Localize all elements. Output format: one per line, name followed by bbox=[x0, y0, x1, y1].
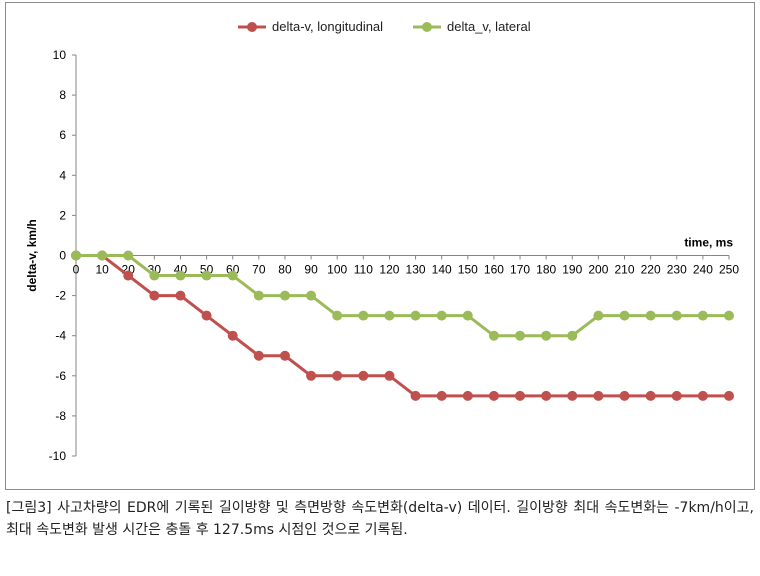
data-point bbox=[436, 390, 447, 401]
data-point bbox=[671, 390, 682, 401]
data-point bbox=[332, 310, 343, 321]
data-point bbox=[593, 310, 604, 321]
data-point bbox=[332, 370, 343, 381]
data-point bbox=[462, 390, 473, 401]
x-tick-label: 80 bbox=[278, 263, 292, 277]
y-tick-label: 4 bbox=[59, 168, 66, 182]
x-tick-label: 120 bbox=[379, 263, 399, 277]
data-point bbox=[541, 390, 552, 401]
data-point bbox=[619, 390, 630, 401]
y-axis: 10 8 6 4 2 0 -2 -4 -6 -8 -10 delta-v, km/h bbox=[25, 48, 77, 463]
figure-caption: [그림3] 사고차량의 EDR에 기록된 길이방향 및 측면방향 속도변화(de… bbox=[6, 500, 754, 538]
data-point bbox=[593, 390, 604, 401]
x-tick-label: 200 bbox=[588, 263, 608, 277]
x-tick-label: 140 bbox=[432, 263, 452, 277]
legend-label: delta-v, longitudinal bbox=[272, 19, 383, 34]
data-point bbox=[253, 350, 264, 361]
x-tick-label: 190 bbox=[562, 263, 582, 277]
data-point bbox=[358, 370, 369, 381]
y-axis-title: delta-v, km/h bbox=[25, 219, 39, 291]
x-tick-label: 170 bbox=[510, 263, 530, 277]
data-point bbox=[515, 390, 526, 401]
y-tick-label: -6 bbox=[55, 369, 66, 383]
y-tick-label: 0 bbox=[59, 249, 66, 263]
x-tick-label: 250 bbox=[719, 263, 739, 277]
legend-label: delta_v, lateral bbox=[447, 19, 531, 34]
series-0 bbox=[71, 250, 734, 401]
x-axis: 0 10 20 30 40 50 60 70 80 90 100 110 120 130 140 150 160… bbox=[73, 236, 740, 277]
data-point bbox=[149, 290, 160, 301]
x-tick-label: 180 bbox=[536, 263, 556, 277]
y-tick-label: -10 bbox=[49, 449, 67, 463]
data-point bbox=[279, 350, 290, 361]
y-tick-label: 6 bbox=[59, 128, 66, 142]
x-tick-label: 210 bbox=[615, 263, 635, 277]
data-point bbox=[201, 270, 212, 281]
legend-swatch-marker bbox=[247, 22, 257, 32]
y-tick-label: -8 bbox=[55, 409, 66, 423]
x-tick-label: 160 bbox=[484, 263, 504, 277]
data-point bbox=[488, 390, 499, 401]
x-tick-label: 0 bbox=[73, 263, 80, 277]
x-tick-label: 70 bbox=[252, 263, 266, 277]
data-point bbox=[488, 330, 499, 341]
y-tick-label: 10 bbox=[53, 48, 67, 62]
data-point bbox=[306, 370, 317, 381]
y-tick-label: -4 bbox=[55, 329, 66, 343]
data-point bbox=[71, 250, 81, 261]
x-tick-label: 130 bbox=[406, 263, 426, 277]
line-chart: delta-v, longitudinal delta_v, lateral 10… bbox=[25, 19, 740, 463]
data-point bbox=[697, 390, 708, 401]
data-point bbox=[175, 270, 186, 281]
x-tick-label: 150 bbox=[458, 263, 478, 277]
data-point bbox=[149, 270, 160, 281]
data-point bbox=[410, 310, 421, 321]
legend-swatch-marker bbox=[422, 22, 432, 32]
data-point bbox=[410, 390, 421, 401]
data-point bbox=[384, 370, 395, 381]
data-point bbox=[123, 250, 134, 261]
y-tick-label: -2 bbox=[55, 289, 66, 303]
data-point bbox=[697, 310, 708, 321]
data-point bbox=[619, 310, 630, 321]
data-point bbox=[123, 270, 134, 281]
legend-item: delta_v, lateral bbox=[413, 19, 531, 34]
x-tick-label: 100 bbox=[327, 263, 347, 277]
data-point bbox=[279, 290, 290, 301]
data-point bbox=[97, 250, 108, 261]
data-point bbox=[462, 310, 473, 321]
x-tick-label: 240 bbox=[693, 263, 713, 277]
series-1 bbox=[71, 250, 734, 341]
data-point bbox=[515, 330, 526, 341]
data-point bbox=[724, 390, 734, 401]
data-point bbox=[645, 390, 656, 401]
data-point bbox=[671, 310, 682, 321]
data-point bbox=[384, 310, 395, 321]
data-point bbox=[567, 330, 578, 341]
x-tick-label: 220 bbox=[641, 263, 661, 277]
x-tick-label: 90 bbox=[304, 263, 318, 277]
x-tick-label: 10 bbox=[95, 263, 109, 277]
data-point bbox=[201, 310, 212, 321]
y-tick-label: 2 bbox=[59, 208, 66, 222]
legend: delta-v, longitudinal delta_v, lateral bbox=[238, 19, 531, 34]
data-point bbox=[645, 310, 656, 321]
y-tick-label: 8 bbox=[59, 88, 66, 102]
data-point bbox=[175, 290, 186, 301]
data-point bbox=[541, 330, 552, 341]
data-point bbox=[358, 310, 369, 321]
data-point bbox=[306, 290, 317, 301]
data-point bbox=[567, 390, 578, 401]
chart-area: delta-v, longitudinal delta_v, lateral 10… bbox=[5, 2, 755, 490]
data-point bbox=[253, 290, 264, 301]
x-tick-label: 230 bbox=[667, 263, 687, 277]
series-layer bbox=[71, 250, 734, 401]
data-point bbox=[436, 310, 447, 321]
legend-item: delta-v, longitudinal bbox=[238, 19, 383, 34]
data-point bbox=[227, 330, 238, 341]
x-tick-label: 110 bbox=[354, 263, 373, 277]
x-axis-title: time, ms bbox=[684, 236, 733, 250]
data-point bbox=[724, 310, 734, 321]
data-point bbox=[227, 270, 238, 281]
